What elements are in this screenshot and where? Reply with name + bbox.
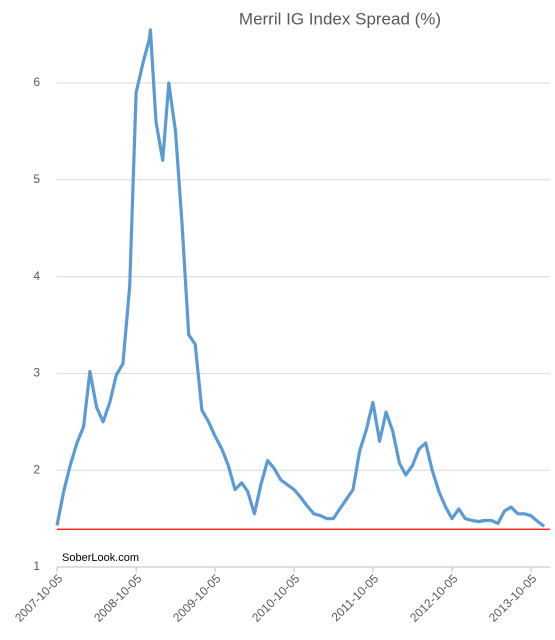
annotation: SoberLook.com [62, 552, 139, 564]
line-series [55, 28, 546, 528]
y-tick-label: 5 [33, 172, 40, 186]
x-tick-label: 2010-10-05 [249, 571, 303, 625]
chart-title: Merril IG Index Spread (%) [239, 9, 441, 28]
x-tick-label: 2009-10-05 [170, 571, 224, 625]
x-tick-label: 2013-10-05 [486, 571, 540, 625]
y-tick-label: 3 [33, 366, 40, 380]
x-tick-label: 2012-10-05 [407, 571, 461, 625]
x-tick-label: 2008-10-05 [91, 571, 145, 625]
y-tick-label: 6 [33, 75, 40, 89]
x-tick-label: 2007-10-05 [12, 571, 66, 625]
y-tick-label: 4 [33, 269, 40, 283]
y-tick-label: 2 [33, 462, 40, 476]
x-tick-label: 2011-10-05 [329, 571, 382, 624]
y-tick-label: 1 [33, 559, 40, 573]
